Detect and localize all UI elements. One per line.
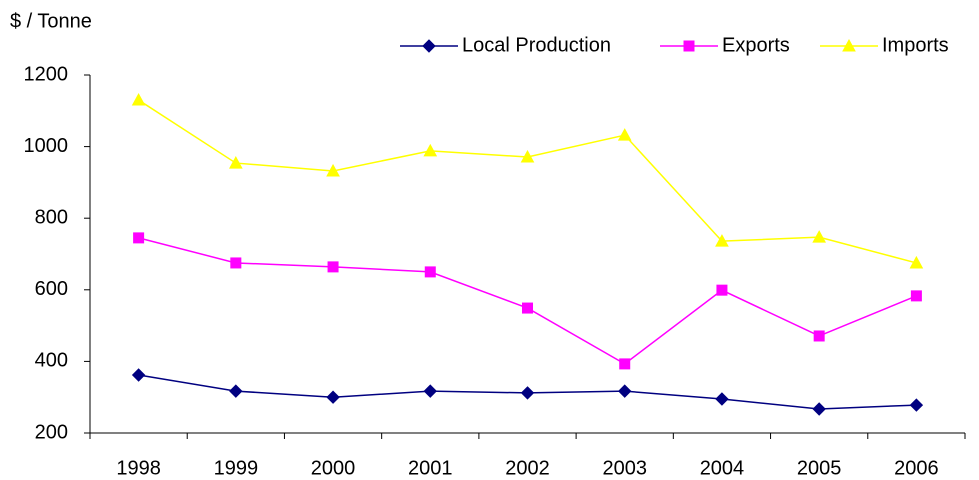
legend-label: Exports <box>722 34 790 56</box>
marker <box>228 156 243 169</box>
marker <box>812 402 826 416</box>
x-tick-label: 1999 <box>214 457 259 479</box>
marker <box>910 290 922 302</box>
marker <box>230 257 242 269</box>
x-tick-label: 2004 <box>700 457 745 479</box>
legend-label: Local Production <box>462 34 611 56</box>
marker <box>909 255 924 269</box>
marker <box>131 93 146 106</box>
marker <box>683 40 695 52</box>
y-tick-label: 1000 <box>24 135 69 157</box>
y-tick-label: 400 <box>35 350 68 372</box>
y-tick-label: 600 <box>35 278 68 300</box>
marker <box>326 390 340 404</box>
marker <box>131 368 146 382</box>
marker <box>619 358 631 370</box>
marker <box>520 386 535 400</box>
x-tick-label: 2002 <box>505 457 550 479</box>
marker <box>842 38 856 52</box>
series-line <box>138 99 917 264</box>
y-tick-label: 1200 <box>24 63 69 85</box>
marker <box>423 143 438 157</box>
series-line <box>138 237 917 365</box>
x-tick-label: 2000 <box>311 457 356 479</box>
marker <box>133 232 145 244</box>
marker <box>812 230 827 243</box>
marker <box>327 261 339 273</box>
marker <box>326 163 340 177</box>
y-tick-label: 200 <box>35 421 68 443</box>
marker <box>522 302 533 314</box>
x-tick-label: 2001 <box>408 457 453 479</box>
marker <box>909 398 924 412</box>
x-tick-label: 2006 <box>894 457 939 479</box>
marker <box>423 384 437 398</box>
x-tick-label: 2005 <box>797 457 842 479</box>
marker <box>229 384 243 398</box>
y-axis-label: $ / Tonne <box>10 10 92 32</box>
x-tick-label: 2003 <box>602 457 647 479</box>
marker <box>716 284 728 296</box>
y-tick-label: 800 <box>35 206 68 228</box>
marker <box>422 39 436 53</box>
marker <box>715 234 729 247</box>
marker <box>617 128 632 141</box>
marker <box>618 384 632 398</box>
marker <box>813 330 825 342</box>
marker <box>424 266 436 278</box>
marker <box>715 392 729 406</box>
x-tick-label: 1998 <box>116 457 161 479</box>
legend-label: Imports <box>882 34 949 56</box>
marker <box>520 149 535 163</box>
